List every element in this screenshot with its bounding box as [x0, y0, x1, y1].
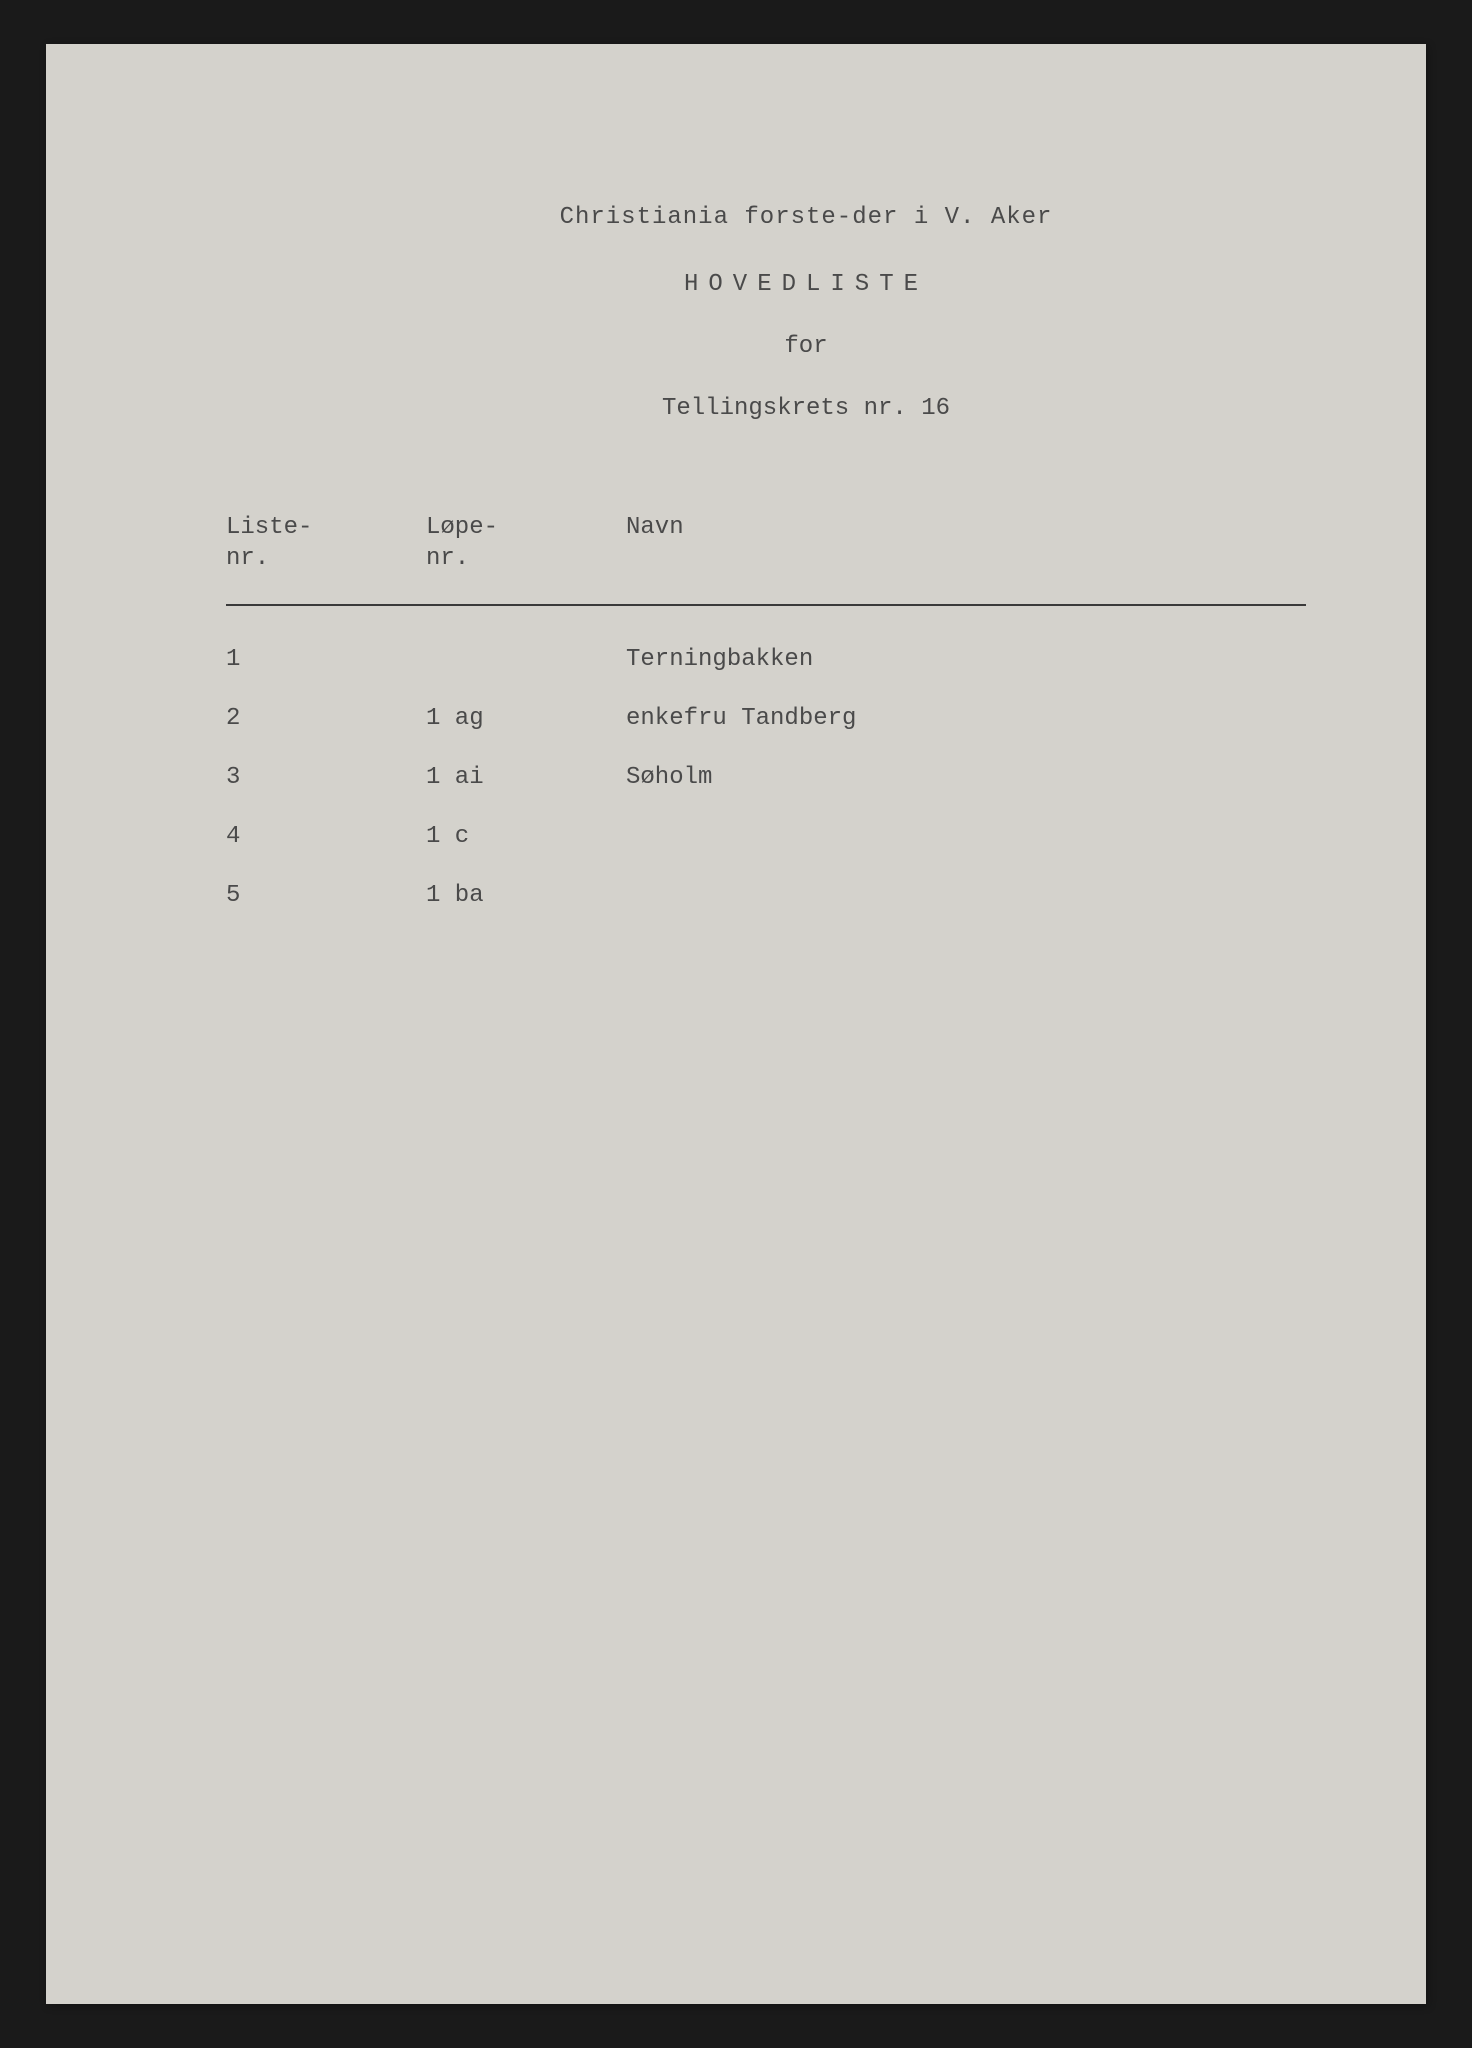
- cell-navn: [626, 882, 1306, 909]
- cell-navn: [626, 823, 1306, 850]
- table-row: 1 Terningbakken: [226, 646, 1306, 673]
- cell-liste: 1: [226, 646, 426, 673]
- cell-lope: 1 ba: [426, 882, 626, 909]
- document-page: Christiania forste-der i V. Aker HOVEDLI…: [46, 44, 1426, 2004]
- document-header: Christiania forste-der i V. Aker HOVEDLI…: [226, 204, 1306, 422]
- cell-liste: 4: [226, 823, 426, 850]
- header-for: for: [306, 333, 1306, 360]
- cell-navn: Søholm: [626, 764, 1306, 791]
- cell-liste: 3: [226, 764, 426, 791]
- table-row: 5 1 ba: [226, 882, 1306, 909]
- column-header-navn: Navn: [626, 512, 1306, 574]
- column-header-liste: Liste- nr.: [226, 512, 426, 574]
- table-header-row: Liste- nr. Løpe- nr. Navn: [226, 512, 1306, 606]
- cell-navn: Terningbakken: [626, 646, 1306, 673]
- cell-lope: 1 ag: [426, 705, 626, 732]
- header-subtitle: Tellingskrets nr. 16: [306, 395, 1306, 422]
- cell-navn: enkefru Tandberg: [626, 705, 1306, 732]
- cell-liste: 5: [226, 882, 426, 909]
- table-row: 3 1 ai Søholm: [226, 764, 1306, 791]
- header-location: Christiania forste-der i V. Aker: [306, 204, 1306, 231]
- cell-lope: 1 c: [426, 823, 626, 850]
- cell-lope: 1 ai: [426, 764, 626, 791]
- cell-lope: [426, 646, 626, 673]
- table-row: 4 1 c: [226, 823, 1306, 850]
- header-title: HOVEDLISTE: [306, 271, 1306, 298]
- cell-liste: 2: [226, 705, 426, 732]
- data-table: Liste- nr. Løpe- nr. Navn 1 Terningbakke…: [226, 512, 1306, 909]
- table-row: 2 1 ag enkefru Tandberg: [226, 705, 1306, 732]
- column-header-lope: Løpe- nr.: [426, 512, 626, 574]
